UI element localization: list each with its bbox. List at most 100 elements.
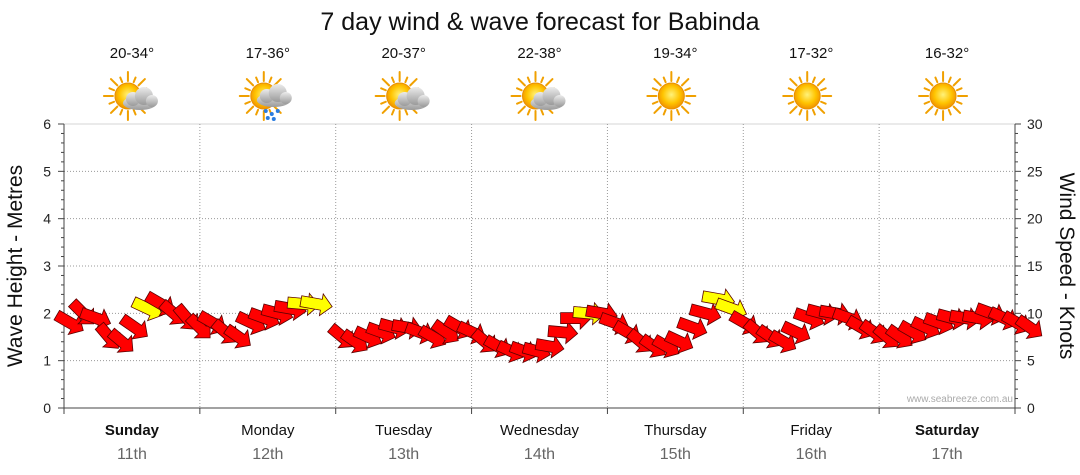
sun-icon	[918, 71, 969, 121]
wind-arrow	[767, 329, 797, 354]
cloud-shape	[530, 87, 566, 110]
sun-cloud-icon	[510, 71, 566, 121]
date-label: 17th	[932, 446, 963, 463]
left-tick-label: 4	[43, 211, 51, 227]
sun-ray	[404, 108, 409, 116]
sun-ray	[662, 76, 667, 84]
sun-ray	[244, 100, 251, 105]
sun-ray	[109, 105, 119, 114]
rain-drop	[269, 112, 274, 116]
sun-ray	[119, 108, 124, 116]
plot-area	[63, 123, 1016, 409]
sun-ray	[680, 78, 690, 87]
sun-ray	[540, 108, 545, 116]
temp-range: 20-37°	[381, 45, 425, 62]
right-tick-label: 0	[1027, 400, 1035, 416]
wind-arrow	[663, 330, 694, 354]
sun-ray	[132, 108, 137, 116]
sun-ray	[923, 87, 931, 92]
right-axis-title: Wind Speed - Knots	[1055, 173, 1078, 360]
wind-arrows	[53, 288, 1043, 364]
cloud-shape	[122, 87, 158, 110]
chart-title: 7 day wind & wave forecast for Babinda	[320, 8, 759, 36]
date-label: 14th	[524, 446, 555, 463]
sun-ray	[109, 78, 119, 87]
date-label: 11th	[117, 446, 147, 463]
wind-arrow	[676, 316, 708, 340]
sun-ray	[545, 78, 554, 87]
wind-arrow	[53, 309, 84, 336]
sun-ray	[404, 76, 409, 84]
rain-drop	[265, 116, 270, 120]
sun-ray	[662, 108, 667, 116]
sun-ray	[255, 76, 260, 84]
sun-ray	[811, 76, 816, 84]
date-label: 16th	[796, 446, 827, 463]
sun-ray	[245, 105, 255, 114]
date-label: 13th	[388, 446, 419, 463]
sun-ray	[651, 87, 659, 92]
sun-cloud-icon	[374, 71, 430, 121]
sun-ray	[108, 87, 116, 92]
wind-arrow	[547, 320, 579, 345]
sun-ray	[676, 76, 681, 84]
wind-arrow	[299, 292, 333, 317]
left-tick-label: 3	[43, 258, 51, 274]
sun-ray	[787, 87, 795, 92]
wind-arrow	[688, 302, 722, 326]
sun-ray	[540, 76, 545, 84]
cloud-shape	[394, 87, 430, 110]
sun-ray	[653, 78, 662, 87]
day-label: Friday	[790, 422, 832, 439]
right-tick-label: 15	[1027, 258, 1043, 274]
sun-ray	[955, 100, 963, 105]
sun-ray	[798, 108, 803, 116]
rain-drop	[275, 109, 280, 113]
wind-arrow	[534, 335, 565, 359]
sun-disc	[929, 82, 957, 110]
sun-ray	[947, 76, 952, 84]
right-tick-label: 5	[1027, 353, 1035, 369]
left-tick-label: 5	[43, 163, 51, 179]
day-label: Tuesday	[375, 422, 432, 439]
sun-ray	[651, 100, 659, 105]
sun-ray	[811, 108, 816, 116]
sun-ray	[925, 105, 934, 114]
sun-ray	[947, 108, 952, 116]
right-tick-label: 20	[1027, 211, 1043, 227]
sun-ray	[409, 78, 418, 87]
day-label: Sunday	[105, 422, 160, 439]
left-tick-label: 6	[43, 116, 51, 132]
temp-range: 17-32°	[789, 45, 833, 62]
date-label: 12th	[252, 446, 283, 463]
sun-ray	[955, 87, 963, 92]
right-tick-label: 25	[1027, 163, 1043, 179]
sun-ray	[381, 78, 391, 87]
wind-arrow	[780, 320, 811, 345]
sun-ray	[684, 87, 691, 92]
credit-label: www.seabreeze.com.au	[906, 394, 1013, 405]
sun-ray	[245, 78, 255, 87]
right-tick-label: 10	[1027, 305, 1043, 321]
sun-ray	[680, 105, 690, 114]
wind-arrow	[106, 327, 134, 353]
left-tick-label: 1	[43, 353, 51, 369]
day-labels: Sunday 11th Monday 12th Tuesday 13th Wednesday…	[105, 422, 980, 463]
sun-ray	[820, 87, 827, 92]
cloud-shape	[256, 84, 292, 107]
sun-ray	[684, 100, 691, 105]
sun-cloud-icon	[102, 71, 158, 121]
sun-disc	[793, 82, 821, 110]
sun-ray	[789, 105, 798, 114]
temp-range: 22-38°	[517, 45, 561, 62]
temp-range: 16-32°	[925, 45, 969, 62]
sun-ray	[390, 76, 395, 84]
sun-ray	[925, 78, 934, 87]
temp-range: 20-34°	[110, 45, 154, 62]
left-tick-label: 0	[43, 400, 51, 416]
day-label: Wednesday	[500, 422, 579, 439]
sun-ray	[255, 108, 260, 116]
wind-arrow	[223, 323, 251, 349]
sun-ray	[268, 76, 273, 84]
